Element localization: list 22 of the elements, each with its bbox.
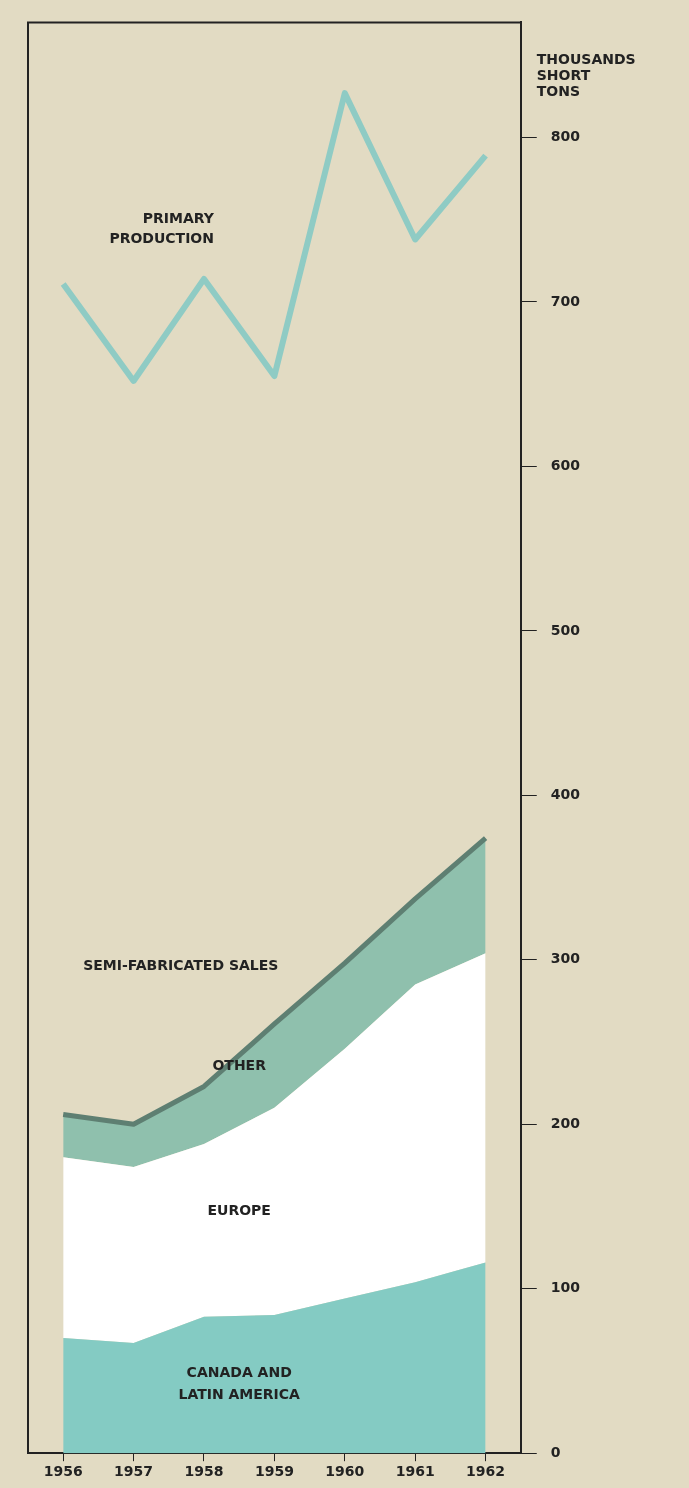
y-tick-label: 700 bbox=[550, 292, 581, 309]
y-tick-label: 100 bbox=[550, 1279, 581, 1296]
x-tick-label: 1957 bbox=[114, 1463, 154, 1480]
x-tick-label: 1956 bbox=[43, 1463, 83, 1480]
y-tick-label: 600 bbox=[550, 457, 581, 474]
series-label: CANADA AND LATIN AMERICA bbox=[178, 1363, 301, 1402]
y-axis-title: THOUSANDS SHORT TONS bbox=[536, 50, 636, 99]
x-tick-label: 1961 bbox=[395, 1463, 435, 1480]
y-tick-label: 500 bbox=[550, 621, 581, 638]
y-tick-label: 0 bbox=[550, 1443, 561, 1460]
text: PRIMARY PRODUCTION bbox=[109, 209, 215, 246]
x-tick-label: 1962 bbox=[466, 1463, 506, 1480]
series-label: EUROPE bbox=[207, 1202, 271, 1219]
y-tick-label: 200 bbox=[550, 1114, 581, 1131]
series-label: OTHER bbox=[212, 1056, 267, 1073]
x-tick-label: 1958 bbox=[184, 1463, 224, 1480]
x-tick-label: 1959 bbox=[254, 1463, 294, 1480]
x-tick-label: 1960 bbox=[325, 1463, 365, 1480]
y-tick-label: 800 bbox=[550, 128, 581, 145]
annotation: SEMI-FABRICATED SALES bbox=[83, 957, 279, 974]
y-tick-label: 300 bbox=[550, 950, 581, 967]
y-tick-label: 400 bbox=[550, 786, 581, 802]
